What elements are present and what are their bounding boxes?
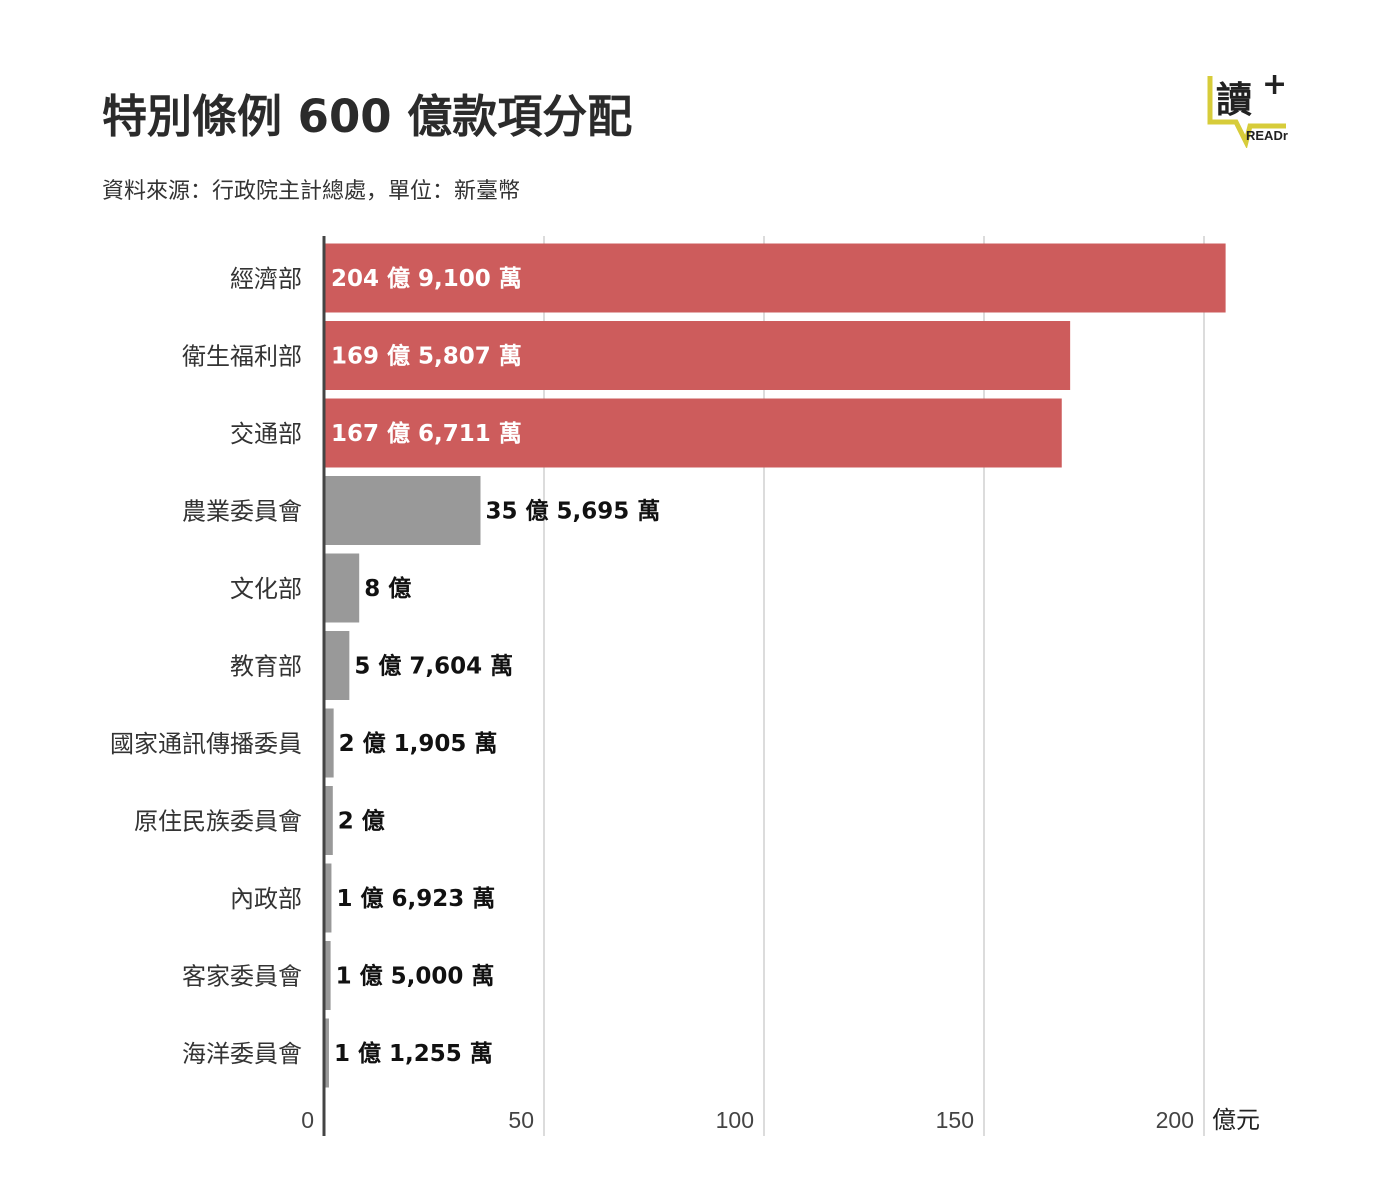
data-label: 167 億 6,711 萬 <box>331 420 522 447</box>
logo-plus: + <box>1262 72 1287 102</box>
data-label: 5 億 7,604 萬 <box>354 653 513 680</box>
data-label: 35 億 5,695 萬 <box>486 498 661 525</box>
data-label: 1 億 1,255 萬 <box>334 1040 493 1067</box>
category-label: 教育部 <box>230 653 302 681</box>
x-axis-unit-label: 億元 <box>1212 1106 1260 1134</box>
category-label: 內政部 <box>230 885 302 913</box>
bar <box>324 1018 329 1088</box>
bar <box>324 476 481 545</box>
data-label: 2 億 <box>338 808 385 835</box>
bar <box>324 631 350 700</box>
data-label: 1 億 6,923 萬 <box>336 885 495 912</box>
bar <box>324 243 1226 313</box>
x-tick-label: 200 <box>1156 1107 1194 1133</box>
bar <box>324 708 334 778</box>
category-label: 交通部 <box>230 420 302 448</box>
bar <box>324 553 360 623</box>
category-label: 衛生福利部 <box>182 343 302 371</box>
data-label: 2 億 1,905 萬 <box>339 730 498 757</box>
logo-glyph: 讀 <box>1216 80 1252 121</box>
x-tick-label: 150 <box>936 1107 974 1133</box>
category-label: 客家委員會 <box>182 963 302 991</box>
data-label: 204 億 9,100 萬 <box>331 265 522 292</box>
category-label: 國家通訊傳播委員 <box>110 730 302 758</box>
category-label: 經濟部 <box>230 265 302 293</box>
bars <box>324 243 1226 1088</box>
data-label: 1 億 5,000 萬 <box>336 963 495 990</box>
bar <box>324 786 333 855</box>
chart-subtitle: 資料來源：行政院主計總處，單位：新臺幣 <box>102 179 521 204</box>
bar <box>324 321 1071 390</box>
category-label: 農業委員會 <box>182 498 302 526</box>
data-label: 169 億 5,807 萬 <box>331 343 522 370</box>
x-tick-label: 0 <box>301 1107 314 1133</box>
bar <box>324 863 332 933</box>
logo-text: READr <box>1246 128 1288 143</box>
bar <box>324 398 1062 468</box>
axis: 0 50 100 150 200 億元 <box>301 236 1260 1136</box>
category-label: 文化部 <box>230 575 302 603</box>
x-tick-label: 100 <box>716 1107 754 1133</box>
readr-logo-icon: 讀 + <box>1207 67 1287 150</box>
x-tick-label: 50 <box>508 1107 534 1133</box>
category-label: 原住民族委員會 <box>134 808 302 836</box>
category-label: 海洋委員會 <box>182 1040 302 1068</box>
chart-title: 特別條例 600 億款項分配 <box>102 90 633 143</box>
bar <box>324 941 331 1010</box>
data-label: 8 億 <box>364 575 411 602</box>
readr-logo: 讀 + <box>1206 67 1292 150</box>
